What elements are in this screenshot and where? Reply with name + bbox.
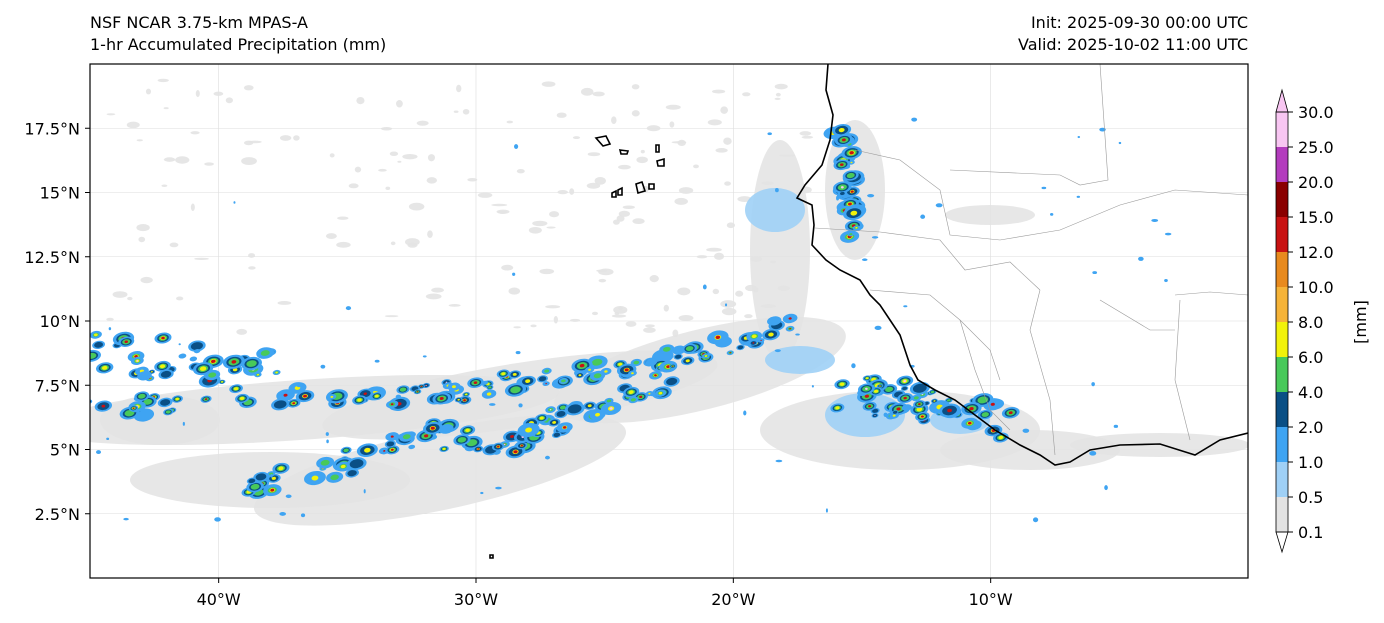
country-border — [814, 227, 1041, 291]
init-time: Init: 2025-09-30 00:00 UTC — [1030, 13, 1248, 32]
model-title: NSF NCAR 3.75-km MPAS-A — [90, 13, 308, 32]
country-border — [959, 319, 1011, 431]
lat-tick-label: 10°N — [40, 312, 80, 331]
coastline-segment — [618, 149, 630, 155]
colorbar-tick-label: 25.0 — [1298, 138, 1334, 157]
country-border — [1174, 299, 1191, 441]
lat-tick-label: 17.5°N — [24, 119, 80, 138]
country-border — [1099, 299, 1175, 331]
lat-tick-labels: 2.5°N 5°N 7.5°N 10°N 12.5°N 15°N 17.5°N — [24, 119, 90, 524]
country-border — [1174, 291, 1248, 296]
country-border — [854, 149, 1248, 241]
coastline-segment — [635, 180, 647, 195]
country-border — [1029, 289, 1056, 456]
colorbar-segment — [1276, 182, 1288, 217]
lat-tick-label: 2.5°N — [35, 505, 80, 524]
coastline-segment — [489, 554, 494, 559]
colorbar-segment — [1276, 392, 1288, 427]
colorbar-tick-label: 15.0 — [1298, 208, 1334, 227]
colorbar-segment — [1276, 147, 1288, 182]
coastline-segment — [648, 183, 655, 190]
colorbar-tick-label: 1.0 — [1298, 453, 1323, 472]
colorbar-unit-label: [mm] — [1351, 300, 1370, 344]
lon-tick-label: 30°W — [454, 590, 498, 609]
country-border — [949, 64, 1109, 186]
precipitation-field — [90, 78, 1248, 526]
lon-tick-labels: 40°W 30°W 20°W 10°W — [197, 578, 1013, 609]
country-borders — [814, 64, 1248, 456]
coastline-segment — [611, 189, 617, 198]
colorbar-tick-label: 0.1 — [1298, 523, 1323, 542]
colorbar-tick-label: 6.0 — [1298, 348, 1323, 367]
lat-tick-label: 5°N — [50, 441, 80, 460]
colorbar-tick-label: 2.0 — [1298, 418, 1323, 437]
colorbar-tick-label: 0.5 — [1298, 488, 1323, 507]
header-right: Init: 2025-09-30 00:00 UTC Valid: 2025-1… — [1018, 12, 1248, 56]
colorbar-segment — [1276, 357, 1288, 392]
coastline-segment — [617, 186, 623, 196]
coastline-segment — [594, 135, 612, 147]
colorbar-tick-label: 8.0 — [1298, 313, 1323, 332]
colorbar-tick-label: 10.0 — [1298, 278, 1334, 297]
colorbar: 0.1 0.5 1.0 2.0 4.0 6.0 8.0 10.0 12.0 15.0 20.0 25.… — [1275, 88, 1370, 554]
lat-tick-label: 7.5°N — [35, 376, 80, 395]
coastline — [489, 64, 1248, 559]
colorbar-segment — [1276, 497, 1288, 532]
coastline-segment — [795, 64, 1248, 466]
colorbar-segment — [1276, 427, 1288, 462]
colorbar-tick-label: 4.0 — [1298, 383, 1323, 402]
lat-tick-label: 15°N — [40, 184, 80, 203]
coastline-segment — [655, 144, 660, 153]
lat-tick-label: 12.5°N — [24, 248, 80, 267]
field-title: 1-hr Accumulated Precipitation (mm) — [90, 35, 387, 54]
colorbar-tick-label: 20.0 — [1298, 173, 1334, 192]
colorbar-segment — [1276, 287, 1288, 322]
colorbar-segment — [1276, 462, 1288, 497]
colorbar-segment — [1276, 217, 1288, 252]
header-left: NSF NCAR 3.75-km MPAS-A 1-hr Accumulated… — [90, 12, 386, 56]
colorbar-segment — [1276, 252, 1288, 287]
valid-time: Valid: 2025-10-02 11:00 UTC — [1017, 35, 1248, 54]
colorbar-tick-label: 12.0 — [1298, 243, 1334, 262]
colorbar-segment — [1276, 322, 1288, 357]
coastline-segment — [656, 157, 665, 167]
colorbar-extend-max — [1275, 88, 1289, 113]
lon-tick-label: 20°W — [711, 590, 755, 609]
lon-tick-label: 40°W — [197, 590, 241, 609]
lon-tick-label: 10°W — [969, 590, 1013, 609]
colorbar-segment — [1276, 112, 1288, 147]
colorbar-tick-label: 30.0 — [1298, 103, 1334, 122]
colorbar-extend-min — [1275, 531, 1289, 554]
